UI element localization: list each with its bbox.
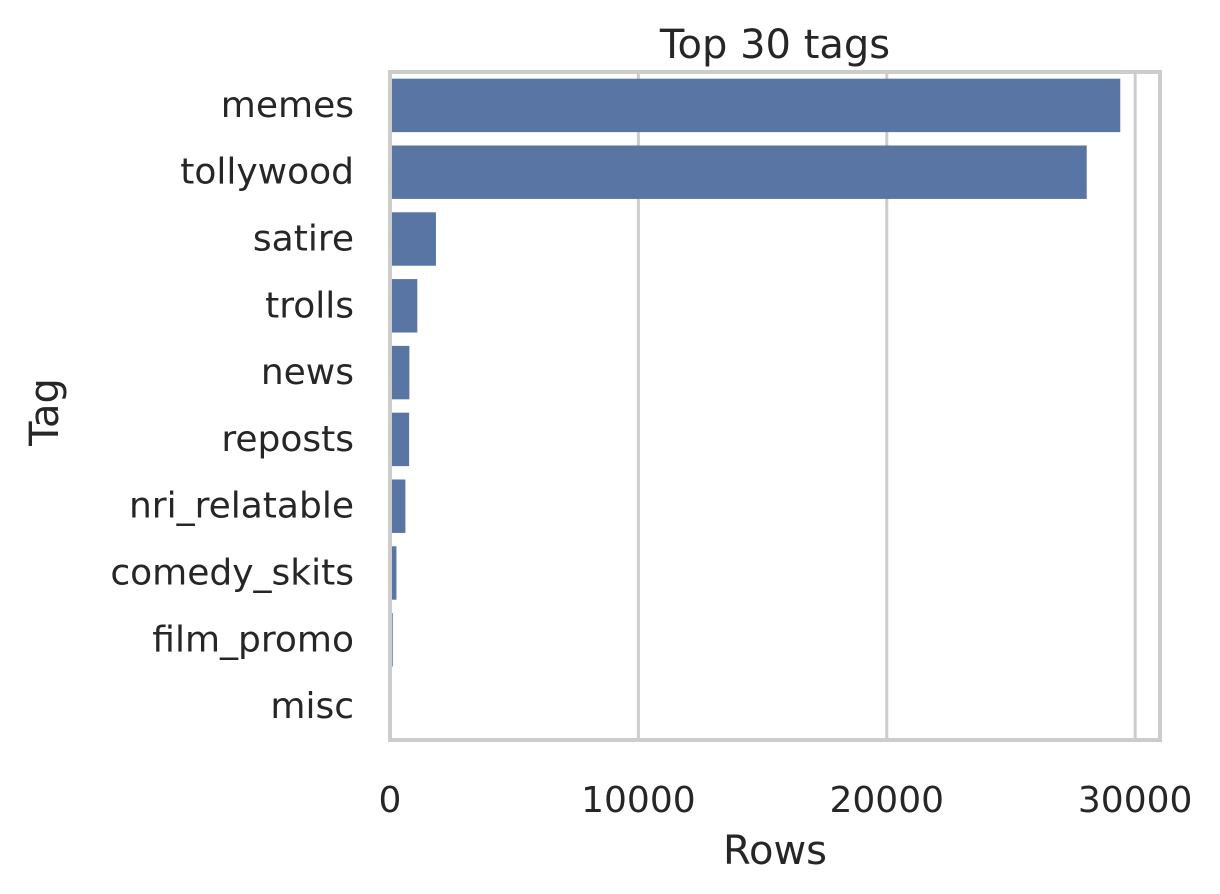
plot-frame	[388, 70, 1162, 742]
bar-satire	[390, 212, 436, 266]
x-axis-label: Rows	[723, 828, 827, 874]
x-tick-label: 20000	[830, 780, 945, 821]
bar-memes	[390, 78, 1121, 133]
y-tick-label: trolls	[265, 285, 354, 326]
x-tick-label: 0	[379, 780, 402, 821]
y-tick-label: satire	[253, 219, 354, 260]
bar-trolls	[390, 279, 418, 333]
bar-comedy-skits	[390, 546, 397, 600]
x-tick-label: 30000	[1078, 780, 1193, 821]
bars	[390, 78, 1121, 734]
y-tick-label: nri_relatable	[129, 486, 354, 527]
bar-news	[390, 345, 410, 400]
y-tick-label: reposts	[221, 419, 354, 460]
y-tick-label: news	[261, 352, 354, 393]
chart-title: Top 30 tags	[659, 22, 890, 68]
y-tick-labels: memes tollywood satire trolls news reposts nri…	[110, 85, 354, 727]
y-axis-label: Tag	[22, 378, 68, 447]
bar-tollywood	[390, 145, 1087, 199]
bar-reposts	[390, 412, 410, 467]
y-tick-label: misc	[270, 686, 354, 727]
x-tick-labels: 0 10000 20000 30000	[379, 780, 1193, 821]
y-tick-label: tollywood	[180, 152, 354, 193]
bar-nri-relatable	[390, 479, 406, 533]
y-tick-label: film_promo	[152, 619, 354, 660]
y-tick-label: memes	[221, 85, 354, 126]
y-tick-label: comedy_skits	[110, 553, 354, 594]
x-tick-label: 10000	[581, 780, 696, 821]
